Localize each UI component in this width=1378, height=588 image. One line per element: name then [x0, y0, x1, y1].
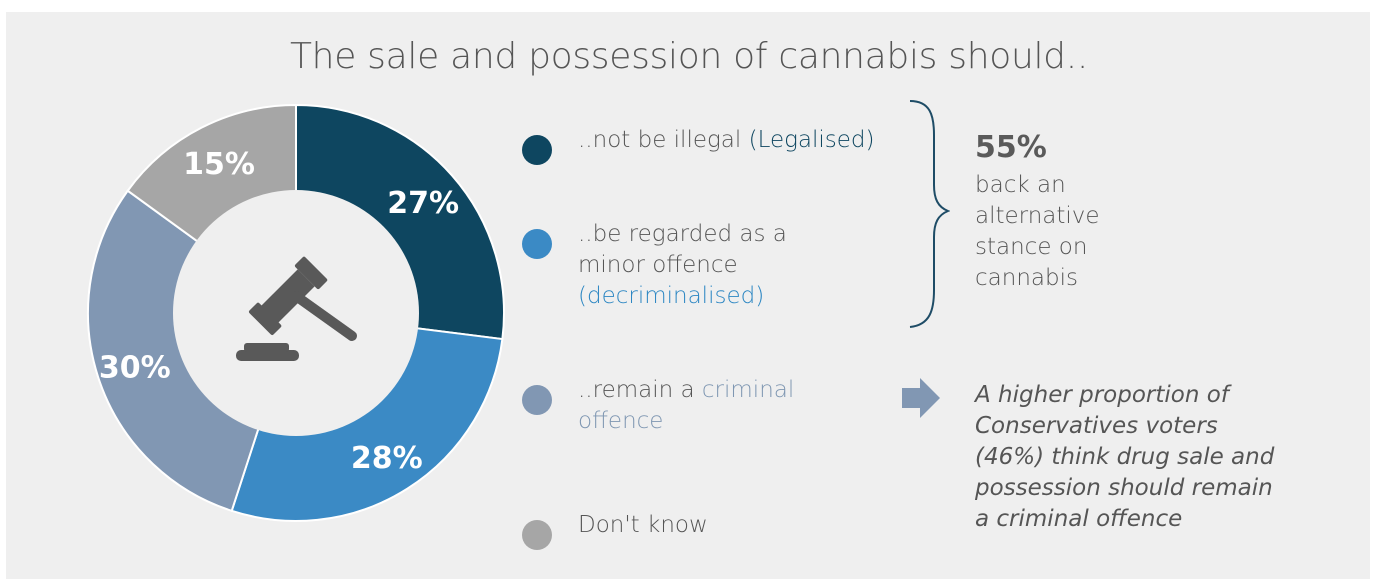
- slice-label: 27%: [387, 186, 459, 221]
- legend-dot-dont-know: [522, 520, 552, 550]
- legend-label-criminal: ..remain a criminal offence: [578, 377, 795, 434]
- gavel-icon: [236, 256, 357, 361]
- arrow-right-icon: [902, 378, 940, 418]
- legend-label-legalised: ..not be illegal (Legalised): [578, 127, 875, 153]
- legend-dot-legalised: [522, 135, 552, 165]
- legend-label-dont-know: Don't know: [578, 512, 708, 538]
- summary-text: back an alternative stance on cannabis: [975, 172, 1100, 291]
- legend-dot-criminal: [522, 385, 552, 415]
- slice-label: 28%: [351, 441, 423, 476]
- slice-label: 30%: [99, 350, 171, 385]
- legend-label-decriminalised: ..be regarded as a minor offence (decrim…: [578, 221, 787, 309]
- chart-title: The sale and possession of cannabis shou…: [289, 36, 1088, 77]
- summary-percent: 55%: [975, 130, 1047, 165]
- curly-brace-icon: [909, 100, 950, 328]
- slice-label: 15%: [183, 147, 255, 182]
- donut-hole: [173, 190, 419, 436]
- footnote: A higher proportion of Conservatives vot…: [975, 382, 1275, 532]
- legend-dot-decriminalised: [522, 229, 552, 259]
